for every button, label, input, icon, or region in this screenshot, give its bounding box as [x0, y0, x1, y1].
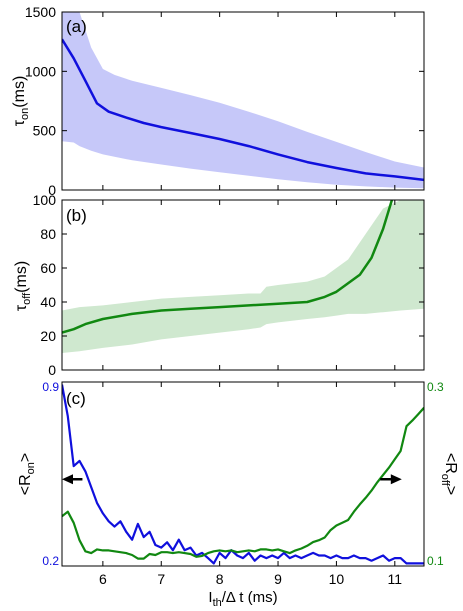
panel-a-y-tick-label: 1000: [25, 63, 56, 79]
panel-a-y-tick-label: 500: [33, 123, 57, 139]
panel-c-left-y-tick-label: 0.2: [42, 554, 59, 568]
panel-b-frame: [61, 199, 425, 371]
panel-b-spread-band: [62, 200, 424, 353]
panel-b-y-ticks: 0 20 40 60 80 100: [33, 192, 424, 378]
panel-a-label: (a): [66, 17, 87, 36]
panel-c-x-tick-label: 9: [274, 571, 282, 587]
panel-c-x-tick-label: 11: [388, 571, 403, 587]
panel-c-plot-area: [62, 384, 424, 565]
panel-c-label: (c): [66, 389, 86, 408]
panel-b-mean-line: [62, 200, 394, 334]
panel-b-y-tick-label: 40: [40, 294, 56, 310]
panel-c-ticks: 6 7 8 9 10 11 0.2 0.9 0.1 0.3: [42, 380, 444, 587]
panel-b-plot-area: [62, 200, 424, 353]
r-off-line: [62, 407, 424, 560]
panel-b: 0 20 40 60 80 100 (b) τoff(ms): [13, 192, 425, 378]
panel-c-x-tick-label: 6: [99, 571, 107, 587]
panel-b-y-tick-label: 100: [33, 192, 57, 208]
panel-a-y-axis-label: τon(ms): [11, 76, 31, 127]
panel-b-y-axis-label: τoff(ms): [13, 261, 33, 311]
left-arrow-head: [62, 474, 73, 485]
panel-c-x-tick-label: 10: [329, 571, 345, 587]
panel-a-y-tick-label: 1500: [25, 4, 56, 20]
panel-c-x-tick-label: 8: [216, 571, 224, 587]
panel-c: 6 7 8 9 10 11 0.2 0.9 0.1 0.3 (c) <Ron> <Roff> It…: [17, 380, 459, 609]
panel-b-label: (b): [66, 206, 87, 225]
panel-a-y-ticks: 0 500 1000 1500: [25, 4, 424, 198]
panel-b-y-tick-label: 60: [40, 260, 56, 276]
panel-c-left-y-tick-label: 0.9: [42, 380, 59, 394]
panel-a-mean-line: [62, 38, 424, 182]
panel-c-arrows: [62, 474, 402, 485]
panel-c-x-tick-label: 7: [157, 571, 165, 587]
r-on-line: [62, 384, 424, 565]
panel-b-y-tick-label: 80: [40, 226, 56, 242]
panel-c-right-y-tick-label: 0.3: [427, 380, 444, 394]
panel-b-y-tick-label: 0: [48, 362, 56, 378]
panel-a: 0 500 1000 1500 (a) τon(ms): [11, 4, 425, 198]
right-arrow-head: [390, 474, 402, 485]
panel-c-right-y-axis-label: <Roff>: [439, 453, 459, 495]
panel-a-plot-area: [62, 12, 424, 189]
panel-b-y-tick-label: 20: [40, 328, 56, 344]
panel-c-right-y-tick-label: 0.1: [427, 554, 444, 568]
panel-a-y-tick-label: 0: [48, 182, 56, 198]
panel-c-left-y-axis-label: <Ron>: [17, 453, 37, 496]
panel-a-frame: [61, 11, 425, 191]
panel-c-frame: [61, 381, 425, 567]
panel-a-spread-band: [62, 12, 424, 189]
x-axis-label: Ith/Δ t (ms): [208, 589, 277, 609]
